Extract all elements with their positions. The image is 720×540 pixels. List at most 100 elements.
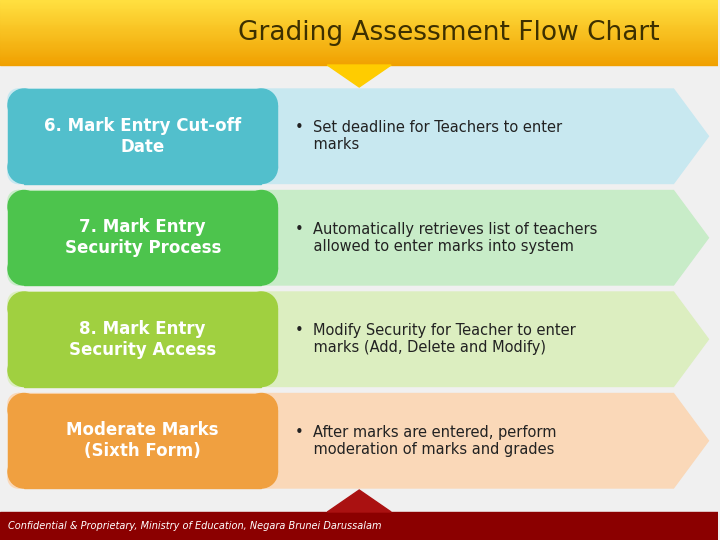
Bar bbox=[0, 21, 719, 23]
Polygon shape bbox=[328, 65, 391, 87]
Text: Grading Assessment Flow Chart: Grading Assessment Flow Chart bbox=[238, 19, 660, 45]
Bar bbox=[0, 47, 719, 49]
Bar bbox=[0, 37, 719, 39]
Bar bbox=[0, 31, 719, 32]
Bar bbox=[0, 0, 719, 1]
Circle shape bbox=[8, 292, 28, 312]
Bar bbox=[8, 105, 277, 167]
Bar bbox=[0, 60, 719, 62]
Bar bbox=[0, 36, 719, 38]
Bar bbox=[0, 38, 719, 40]
Polygon shape bbox=[18, 292, 708, 387]
Bar bbox=[0, 16, 719, 17]
Bar bbox=[0, 32, 719, 33]
Circle shape bbox=[8, 191, 28, 211]
Text: Moderate Marks
(Sixth Form): Moderate Marks (Sixth Form) bbox=[66, 421, 219, 460]
Bar bbox=[24, 394, 261, 488]
Circle shape bbox=[246, 354, 277, 387]
Bar bbox=[0, 56, 719, 57]
Circle shape bbox=[8, 468, 28, 488]
Circle shape bbox=[8, 152, 40, 184]
Bar bbox=[8, 409, 277, 472]
Bar bbox=[0, 52, 719, 54]
Bar bbox=[24, 89, 261, 184]
Bar bbox=[0, 30, 719, 31]
Circle shape bbox=[8, 164, 28, 184]
Bar bbox=[8, 206, 277, 269]
Bar bbox=[0, 50, 719, 52]
Bar bbox=[0, 49, 719, 51]
Circle shape bbox=[8, 292, 40, 324]
Bar bbox=[0, 42, 719, 43]
Bar bbox=[0, 17, 719, 18]
Bar bbox=[0, 14, 719, 15]
Bar bbox=[0, 18, 719, 19]
Bar bbox=[0, 11, 719, 13]
Text: Confidential & Proprietary, Ministry of Education, Negara Brunei Darussalam: Confidential & Proprietary, Ministry of … bbox=[8, 521, 382, 531]
Bar bbox=[0, 10, 719, 12]
Bar bbox=[0, 45, 719, 46]
Bar bbox=[0, 1, 719, 2]
Bar bbox=[0, 53, 719, 55]
Bar bbox=[8, 99, 18, 173]
Bar bbox=[0, 39, 719, 41]
Bar bbox=[0, 5, 719, 6]
Bar bbox=[0, 48, 719, 50]
Circle shape bbox=[8, 456, 40, 488]
Polygon shape bbox=[18, 191, 708, 285]
Bar bbox=[0, 28, 719, 29]
Bar bbox=[0, 34, 719, 36]
Circle shape bbox=[8, 354, 40, 387]
Circle shape bbox=[8, 89, 28, 109]
Circle shape bbox=[246, 394, 277, 426]
Bar bbox=[0, 59, 719, 60]
Bar bbox=[0, 35, 719, 37]
Text: 7. Mark Entry
Security Process: 7. Mark Entry Security Process bbox=[65, 218, 221, 257]
Bar bbox=[0, 61, 719, 63]
Polygon shape bbox=[328, 490, 391, 512]
Text: •  After marks are entered, perform
    moderation of marks and grades: • After marks are entered, perform moder… bbox=[295, 424, 557, 457]
Bar bbox=[0, 15, 719, 16]
Circle shape bbox=[8, 265, 28, 285]
Circle shape bbox=[246, 253, 277, 285]
Circle shape bbox=[246, 292, 277, 324]
Bar bbox=[0, 2, 719, 3]
Text: •  Automatically retrieves list of teachers
    allowed to enter marks into syst: • Automatically retrieves list of teache… bbox=[295, 221, 598, 254]
Text: 6. Mark Entry Cut-off
Date: 6. Mark Entry Cut-off Date bbox=[44, 117, 241, 156]
Bar bbox=[0, 62, 719, 64]
Circle shape bbox=[246, 89, 277, 121]
Bar bbox=[0, 44, 719, 45]
Text: •  Set deadline for Teachers to enter
    marks: • Set deadline for Teachers to enter mar… bbox=[295, 120, 562, 152]
Bar bbox=[0, 12, 719, 14]
Bar bbox=[24, 292, 261, 387]
Bar bbox=[0, 3, 719, 4]
Circle shape bbox=[246, 191, 277, 222]
Circle shape bbox=[246, 456, 277, 488]
Circle shape bbox=[8, 394, 40, 426]
Bar bbox=[0, 58, 719, 59]
Bar bbox=[8, 200, 18, 275]
Bar bbox=[0, 33, 719, 35]
Circle shape bbox=[246, 152, 277, 184]
Bar bbox=[0, 57, 719, 58]
Circle shape bbox=[8, 367, 28, 387]
Bar bbox=[0, 7, 719, 9]
Bar bbox=[0, 6, 719, 8]
Bar bbox=[0, 22, 719, 24]
Bar bbox=[0, 4, 719, 5]
Bar bbox=[0, 23, 719, 25]
Polygon shape bbox=[18, 89, 708, 184]
Bar bbox=[0, 40, 719, 42]
Circle shape bbox=[8, 253, 40, 285]
Bar bbox=[8, 403, 18, 478]
Bar bbox=[0, 25, 719, 27]
Circle shape bbox=[8, 89, 40, 121]
Bar bbox=[0, 29, 719, 30]
Bar bbox=[0, 19, 719, 21]
Polygon shape bbox=[18, 394, 708, 488]
Text: 8. Mark Entry
Security Access: 8. Mark Entry Security Access bbox=[69, 320, 216, 359]
Bar bbox=[0, 46, 719, 48]
Bar bbox=[8, 308, 277, 370]
Bar bbox=[0, 20, 719, 22]
Circle shape bbox=[8, 394, 28, 414]
